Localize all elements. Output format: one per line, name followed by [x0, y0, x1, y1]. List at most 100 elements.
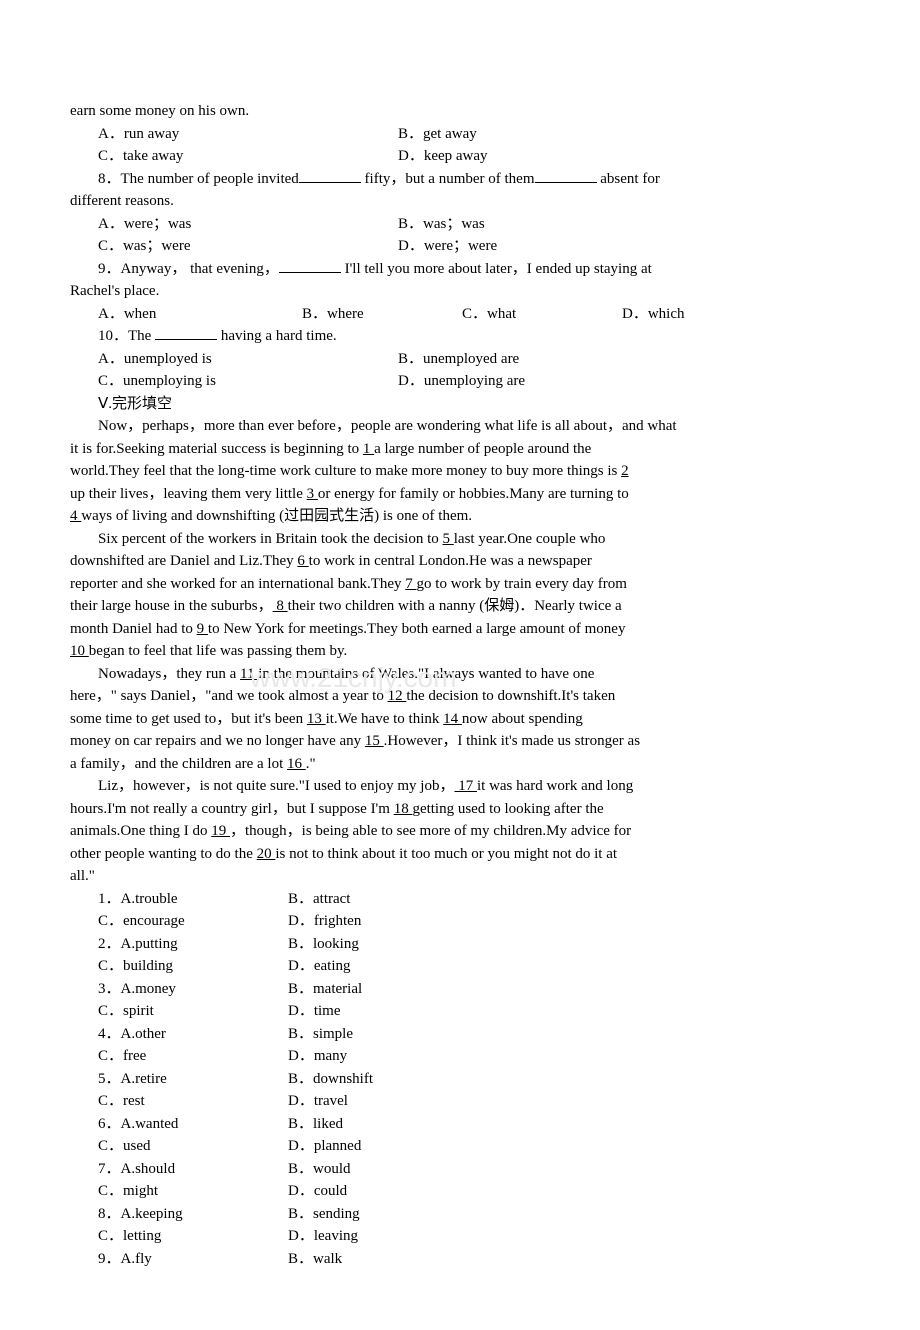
p4-l4: other people wanting to do the 20 is not… — [70, 843, 850, 866]
p2-l5b: to New York for meetings.They both earne… — [208, 621, 626, 637]
p1-l2: it is for.Seeking material success is be… — [70, 438, 850, 461]
p2-l6: 10 began to feel that life was passing t… — [70, 640, 850, 663]
q7-opt-a: A．run away — [70, 123, 398, 146]
cloze-row: 3．A.moneyB．material — [70, 978, 850, 1001]
p2-l1b: last year.One couple who — [454, 531, 606, 547]
q10-opts-r1: A．unemployed is B．unemployed are — [70, 348, 850, 371]
p3-l3b: it.We have to think — [326, 711, 444, 727]
cloze-row: 1．A.troubleB．attract — [70, 888, 850, 911]
p2-l1a: Six percent of the workers in Britain to… — [98, 531, 443, 547]
cloze-opt: B．looking — [288, 933, 478, 956]
p4-l3: animals.One thing I do 19 ，though，is bei… — [70, 820, 850, 843]
p3-l4b: .However，I think it's made us stronger a… — [384, 733, 640, 749]
p1-l5: 4 ways of living and downshifting (过田园式生… — [70, 505, 850, 528]
q9-stem-2: Rachel's place. — [70, 280, 850, 303]
cloze-row: C．usedD．planned — [70, 1135, 850, 1158]
p4-l4b: is not to think about it too much or you… — [275, 846, 617, 862]
cloze-row: C．buildingD．eating — [70, 955, 850, 978]
p1-l5a: ways of living and downshifting (过田园式生活)… — [81, 508, 472, 524]
p2-l3: reporter and she worked for an internati… — [70, 573, 850, 596]
cloze-opt: D．many — [288, 1045, 478, 1068]
p3-l2: here，" says Daniel，"and we took almost a… — [70, 685, 850, 708]
q8-stem: 8．The number of people invited fifty，but… — [70, 168, 850, 191]
p2-l5: month Daniel had to 9 to New York for me… — [70, 618, 850, 641]
p2-l4b: their two children with a nanny (保姆)．Nea… — [288, 598, 622, 614]
cloze-opt: D．planned — [288, 1135, 478, 1158]
watermark-container: www.21cnjy.com Nowadays，they run a 11 in… — [70, 663, 850, 686]
cloze-opt: B．would — [288, 1158, 478, 1181]
p2-l3a: reporter and she worked for an internati… — [70, 576, 405, 592]
cloze-opt: B．simple — [288, 1023, 478, 1046]
p3-l3: some time to get used to，but it's been 1… — [70, 708, 850, 731]
p4-l1a: Liz，however，is not quite sure."I used to… — [98, 778, 454, 794]
cloze-opt: C．rest — [98, 1090, 288, 1113]
p4-l1: Liz，however，is not quite sure."I used to… — [70, 775, 850, 798]
q10-stem: 10．The having a hard time. — [70, 325, 850, 348]
p2-l4: their large house in the suburbs， 8 thei… — [70, 595, 850, 618]
cloze-row: C．spiritD．time — [70, 1000, 850, 1023]
cloze-opt: D．leaving — [288, 1225, 478, 1248]
p1-l3a: world.They feel that the long-time work … — [70, 463, 621, 479]
p3-l2a: here，" says Daniel，"and we took almost a… — [70, 688, 388, 704]
cloze-opt: C．encourage — [98, 910, 288, 933]
q10-opt-a: A．unemployed is — [70, 348, 398, 371]
cloze-opt: B．liked — [288, 1113, 478, 1136]
cloze-opt: C．used — [98, 1135, 288, 1158]
q8-t3: absent for — [597, 171, 660, 187]
blank-5: 5 — [443, 531, 454, 547]
cloze-opt: B．walk — [288, 1248, 478, 1271]
blank-14: 14 — [443, 711, 462, 727]
cloze-row: C．lettingD．leaving — [70, 1225, 850, 1248]
p1-l2b: a large number of people around the — [374, 441, 591, 457]
cloze-opt: D．time — [288, 1000, 478, 1023]
q9-opt-d: D．which — [622, 303, 685, 326]
cloze-row: 8．A.keepingB．sending — [70, 1203, 850, 1226]
q8-opts-r1: A．were；was B．was；was — [70, 213, 850, 236]
cloze-opt: B．material — [288, 978, 478, 1001]
blank-12: 12 — [388, 688, 407, 704]
p2-l2b: to work in central London.He was a newsp… — [309, 553, 592, 569]
q8-stem-2: different reasons. — [70, 190, 850, 213]
p3-l1b: in the mountains of Wales."I always want… — [258, 666, 594, 682]
p4-l2a: hours.I'm not really a country girl，but … — [70, 801, 394, 817]
page-container: earn some money on his own. A．run away B… — [0, 0, 920, 1330]
blank-20: 20 — [257, 846, 276, 862]
cloze-opt: C．free — [98, 1045, 288, 1068]
cloze-opt: C．letting — [98, 1225, 288, 1248]
cloze-opt: 2．A.putting — [98, 933, 288, 956]
q10-num: 10． — [98, 328, 128, 344]
p4-l1b: it was hard work and long — [477, 778, 633, 794]
cloze-opt: C．might — [98, 1180, 288, 1203]
p1-l4b: or energy for family or hobbies.Many are… — [318, 486, 629, 502]
q8-opt-a: A．were；was — [70, 213, 398, 236]
cloze-row: C．encourageD．frighten — [70, 910, 850, 933]
p4-l3b: ，though，is being able to see more of my … — [230, 823, 631, 839]
p2-l6a: began to feel that life was passing them… — [89, 643, 348, 659]
cloze-opt: 1．A.trouble — [98, 888, 288, 911]
p3-l5: a family，and the children are a lot 16 .… — [70, 753, 850, 776]
cloze-opt: B．sending — [288, 1203, 478, 1226]
blank-19: 19 — [211, 823, 230, 839]
p1-l2a: it is for.Seeking material success is be… — [70, 441, 363, 457]
blank-15: 15 — [365, 733, 384, 749]
cloze-opt: 7．A.should — [98, 1158, 288, 1181]
q9-opt-c: C．what — [462, 303, 622, 326]
q9-stem: 9．Anyway， that evening， I'll tell you mo… — [70, 258, 850, 281]
cloze-row: 9．A.flyB．walk — [70, 1248, 850, 1271]
cloze-row: 7．A.shouldB．would — [70, 1158, 850, 1181]
q9-t2: I'll tell you more about later，I ended u… — [341, 261, 652, 277]
cloze-opt: C．spirit — [98, 1000, 288, 1023]
p3-l4a: money on car repairs and we no longer ha… — [70, 733, 365, 749]
cloze-row: C．freeD．many — [70, 1045, 850, 1068]
cloze-opt: 5．A.retire — [98, 1068, 288, 1091]
blank-8: 8 — [273, 598, 288, 614]
cloze-opt: D．could — [288, 1180, 478, 1203]
p2-l2: downshifted are Daniel and Liz.They 6 to… — [70, 550, 850, 573]
cloze-opt: 4．A.other — [98, 1023, 288, 1046]
cloze-opt: B．downshift — [288, 1068, 478, 1091]
blank-3: 3 — [307, 486, 318, 502]
p1-l4: up their lives，leaving them very little … — [70, 483, 850, 506]
q10-opts-r2: C．unemploying is D．unemploying are — [70, 370, 850, 393]
p3-l3a: some time to get used to，but it's been — [70, 711, 307, 727]
blank-16: 16 — [287, 756, 306, 772]
